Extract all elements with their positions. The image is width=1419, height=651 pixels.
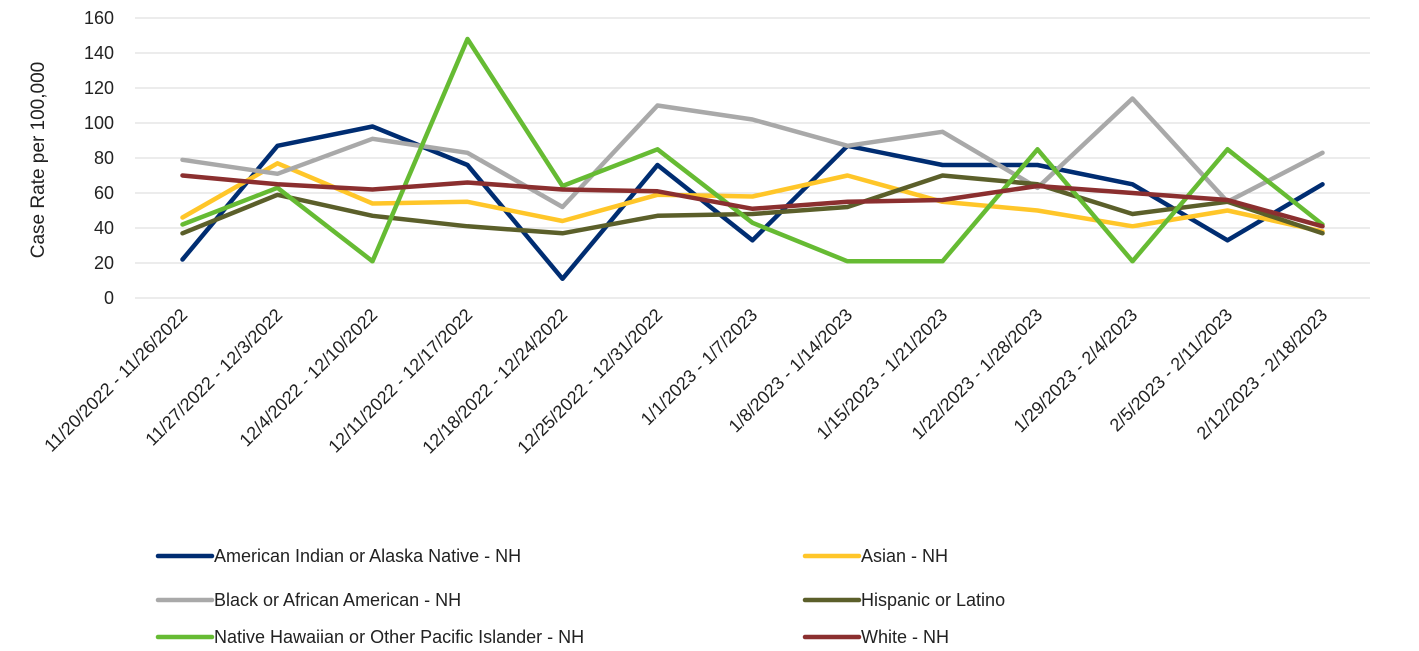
y-tick-label: 20 [94,253,114,273]
legend-label-3: Hispanic or Latino [861,590,1005,610]
legend-label-4: Native Hawaiian or Other Pacific Islande… [214,627,584,647]
legend: American Indian or Alaska Native - NH Asi… [158,546,1005,647]
series-line-0 [183,127,1323,279]
y-tick-label: 120 [84,78,114,98]
legend-label-5: White - NH [861,627,949,647]
y-axis-title: Case Rate per 100,000 [28,62,49,258]
y-tick-label: 60 [94,183,114,203]
series-line-2 [183,99,1323,208]
legend-label-1: Asian - NH [861,546,948,566]
y-tick-label: 0 [104,288,114,308]
y-tick-label: 80 [94,148,114,168]
legend-label-0: American Indian or Alaska Native - NH [214,546,521,566]
y-tick-label: 160 [84,8,114,28]
legend-label-2: Black or African American - NH [214,590,461,610]
y-tick-label: 40 [94,218,114,238]
y-tick-label: 100 [84,113,114,133]
y-tick-label: 140 [84,43,114,63]
y-axis-ticks: 0 20 40 60 80 100 120 140 160 [84,8,114,308]
series-line-5 [183,176,1323,227]
series-lines [183,39,1323,279]
